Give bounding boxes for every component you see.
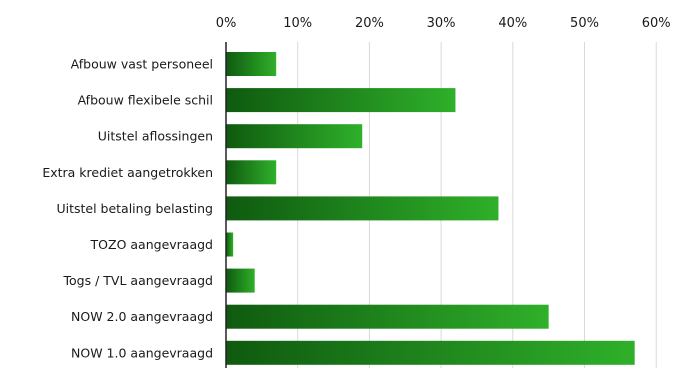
bar (226, 88, 456, 113)
category-label: Extra krediet aangetrokken (42, 165, 213, 180)
category-label: Uitstel betaling belasting (56, 201, 213, 216)
category-label: TOZO aangevraagd (90, 237, 213, 252)
x-tick-label: 60% (642, 16, 671, 31)
category-label: Afbouw vast personeel (71, 57, 213, 72)
category-label: Uitstel aflossingen (98, 129, 213, 144)
category-label: Afbouw flexibele schil (78, 93, 213, 108)
bar (226, 52, 277, 76)
bar (226, 340, 635, 365)
x-tick-label: 20% (355, 16, 384, 31)
bar (226, 124, 363, 149)
bar (226, 196, 499, 221)
category-label: NOW 2.0 aangevraagd (71, 309, 213, 324)
x-tick-label: 50% (570, 16, 599, 31)
x-axis-ticks: 0% 10% 20% 30% 40% 50% 60% (216, 16, 671, 31)
bar (226, 304, 549, 329)
x-tick-label: 40% (498, 16, 527, 31)
bar (226, 268, 255, 293)
category-label: Togs / TVL aangevraagd (63, 273, 213, 288)
bar (226, 160, 277, 185)
bars (226, 52, 635, 365)
category-label: NOW 1.0 aangevraagd (71, 345, 213, 360)
x-tick-label: 0% (216, 16, 237, 31)
x-tick-label: 10% (283, 16, 312, 31)
category-labels: Afbouw vast personeel Afbouw flexibele sc… (42, 57, 213, 361)
x-tick-label: 30% (427, 16, 456, 31)
bar (226, 232, 234, 257)
